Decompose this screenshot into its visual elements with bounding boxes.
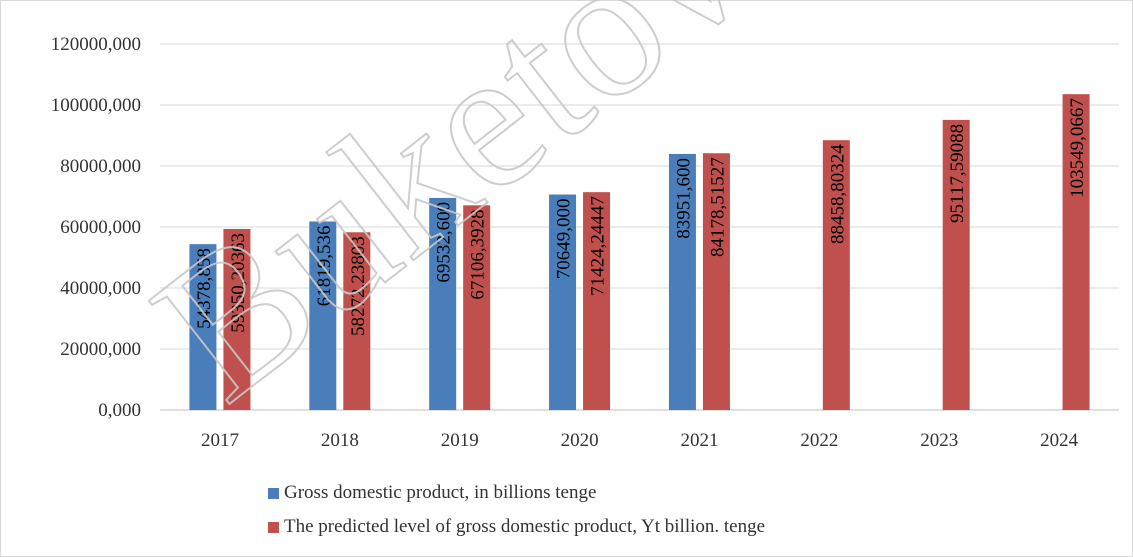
- bar-predicted-2022: [822, 140, 850, 410]
- data-label: 59350,20363: [228, 233, 249, 333]
- y-tick-label: 0,000: [98, 400, 141, 421]
- y-tick-label: 100000,000: [51, 95, 141, 116]
- bar-gdp-2018: [309, 221, 337, 410]
- data-label: 95117,59088: [947, 124, 968, 223]
- y-tick-label: 60000,000: [60, 217, 141, 238]
- x-tick-label: 2024: [1040, 430, 1079, 451]
- bar-predicted-2019: [463, 205, 491, 410]
- data-label: 103549,0667: [1067, 98, 1088, 198]
- x-tick-label: 2018: [321, 430, 359, 451]
- bar-predicted-2024: [1062, 94, 1090, 410]
- x-tick-label: 2017: [201, 430, 239, 451]
- bar-gdp-2019: [429, 197, 457, 410]
- x-axis: 2017 2018 2019 2020 2021 2022 2023 2024: [201, 430, 1079, 451]
- y-axis: 0,000 20000,000 40000,000 60000,000 80000,00…: [51, 34, 141, 421]
- x-tick-label: 2021: [680, 430, 718, 451]
- x-tick-label: 2019: [441, 430, 479, 451]
- bar-gdp-2017: [189, 244, 217, 410]
- y-tick-label: 20000,000: [60, 339, 141, 360]
- legend-swatch-predicted: [268, 521, 279, 533]
- bar-predicted-2020: [583, 192, 611, 410]
- data-label: 61819,536: [314, 225, 335, 306]
- bar-predicted-2018: [343, 232, 371, 410]
- legend-swatch-gdp: [268, 487, 279, 499]
- x-tick-label: 2022: [800, 430, 838, 451]
- data-label: 67106,3928: [468, 209, 489, 299]
- data-label: 58272,23803: [348, 236, 369, 336]
- data-label: 83951,600: [673, 158, 694, 239]
- gridlines: [160, 43, 1119, 411]
- legend-label-predicted: The predicted level of gross domestic pr…: [284, 516, 766, 537]
- data-label: 71424,24447: [588, 196, 609, 296]
- bars: 54378,858 59350,20363 61819,536 58272,23803…: [189, 94, 1090, 410]
- legend-item-gdp: Gross domestic product, in billions teng…: [268, 476, 765, 510]
- data-label: 54378,858: [194, 248, 215, 329]
- legend-label-gdp: Gross domestic product, in billions teng…: [284, 482, 597, 503]
- y-tick-label: 40000,000: [60, 278, 141, 299]
- x-tick-label: 2020: [561, 430, 599, 451]
- data-label: 70649,000: [554, 199, 575, 280]
- bar-predicted-2023: [942, 119, 970, 410]
- bar-gdp-2021: [668, 153, 696, 410]
- data-label: 88458,80324: [827, 144, 848, 244]
- bar-predicted-2017: [223, 228, 251, 410]
- x-tick-label: 2023: [920, 430, 958, 451]
- bar-gdp-2020: [549, 194, 577, 410]
- legend: Gross domestic product, in billions teng…: [268, 476, 765, 544]
- data-label: 84178,51527: [707, 157, 728, 257]
- bar-predicted-2021: [702, 153, 730, 410]
- y-tick-label: 120000,000: [51, 34, 141, 55]
- y-tick-label: 80000,000: [60, 156, 141, 177]
- legend-item-predicted: The predicted level of gross domestic pr…: [268, 510, 765, 544]
- data-label: 69532,600: [434, 202, 455, 283]
